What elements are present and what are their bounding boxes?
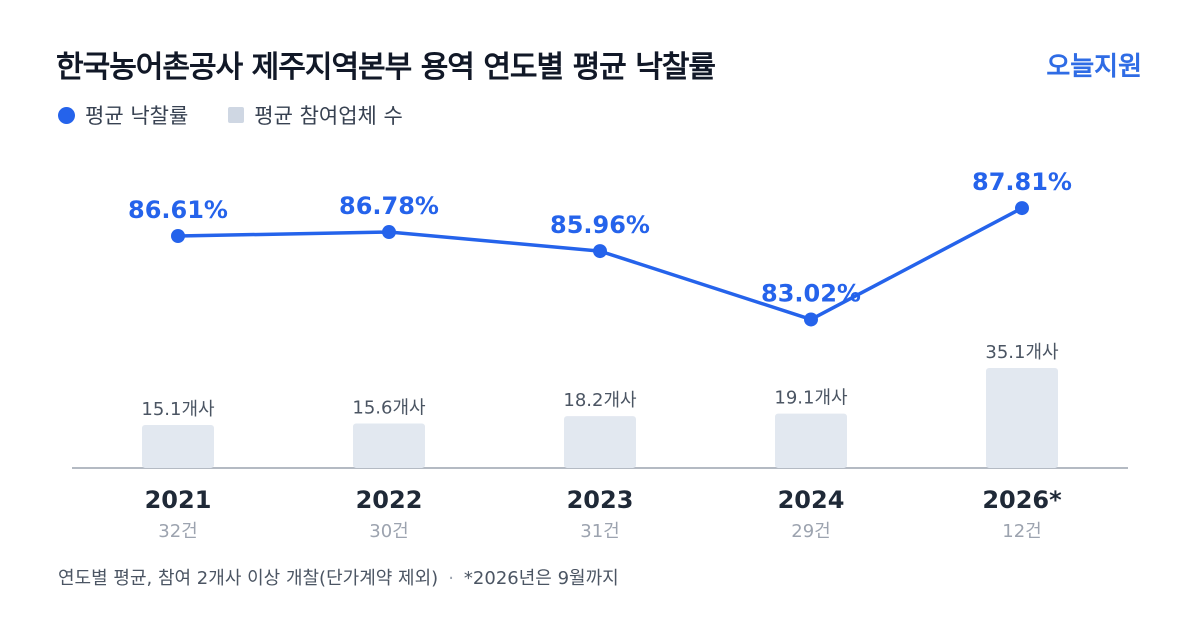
legend-square-icon — [228, 107, 245, 123]
legend-label-rate: 평균 낙찰률 — [85, 104, 189, 128]
rate-label-2023: 85.96% — [550, 211, 650, 239]
x-tick-label-2021: 2021 — [145, 486, 212, 514]
bar-label-2026: 35.1개사 — [985, 342, 1059, 363]
bar-2024 — [775, 413, 847, 468]
footnote-note: *2026년은 9월까지 — [463, 568, 619, 589]
footnote-separator: · — [448, 568, 454, 589]
rate-label-2021: 86.61% — [128, 196, 228, 224]
case-count-2024: 29건 — [791, 521, 830, 542]
case-count-2022: 30건 — [369, 521, 408, 542]
legend-item-bidders: 평균 참여업체 수 — [228, 100, 403, 130]
x-tick-label-2024: 2024 — [778, 486, 845, 514]
bar-label-2021: 15.1개사 — [141, 399, 215, 420]
case-count-2023: 31건 — [580, 521, 619, 542]
x-tick-label-2026: 2026* — [982, 486, 1062, 514]
rate-label-2022: 86.78% — [339, 192, 439, 220]
bar-2021 — [142, 424, 214, 468]
rate-label-2026: 87.81% — [972, 168, 1072, 196]
footnote: 연도별 평균, 참여 2개사 이상 개찰(단가계약 제외) · *2026년은 9월… — [58, 564, 619, 590]
bar-2023 — [564, 416, 636, 468]
legend-label-bidders: 평균 참여업체 수 — [254, 104, 403, 128]
x-tick-label-2023: 2023 — [567, 486, 634, 514]
brand-logo[interactable]: 오늘지원 — [1046, 52, 1142, 82]
rate-point-2024 — [804, 312, 818, 327]
case-count-2021: 32건 — [158, 521, 197, 542]
rate-point-2021 — [171, 229, 185, 243]
footnote-main: 연도별 평균, 참여 2개사 이상 개찰(단가계약 제외) — [58, 568, 439, 589]
bar-label-2024: 19.1개사 — [774, 388, 848, 409]
chart-title: 한국농어촌공사 제주지역본부 용역 연도별 평균 낙찰률 — [56, 50, 716, 85]
legend: 평균 낙찰률 평균 참여업체 수 — [58, 100, 403, 130]
legend-item-rate: 평균 낙찰률 — [58, 100, 188, 130]
bar-label-2023: 18.2개사 — [563, 390, 637, 411]
bar-2022 — [353, 423, 425, 468]
rate-point-2022 — [382, 225, 396, 240]
x-tick-label-2022: 2022 — [356, 486, 423, 514]
rate-point-2026 — [1015, 201, 1029, 216]
case-count-2026: 12건 — [1002, 521, 1041, 542]
rate-label-2024: 83.02% — [761, 279, 861, 307]
rate-point-2023 — [593, 244, 607, 259]
bar-2026 — [986, 368, 1058, 468]
bar-label-2022: 15.6개사 — [352, 398, 426, 419]
legend-dot-icon — [58, 106, 75, 124]
